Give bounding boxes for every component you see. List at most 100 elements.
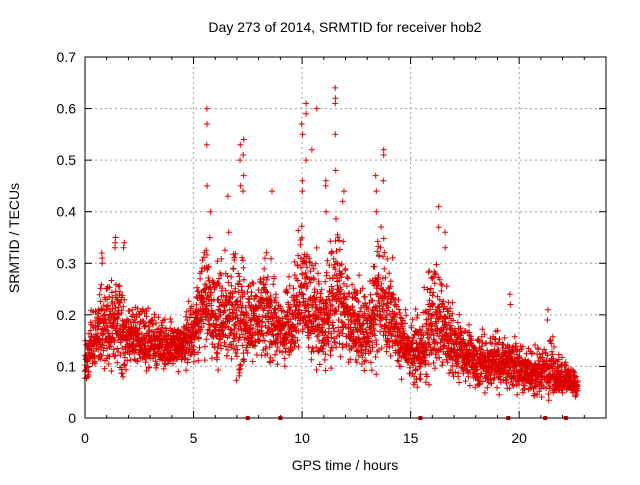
data-point — [506, 291, 513, 298]
data-point — [287, 316, 294, 323]
data-point — [298, 234, 305, 241]
data-point — [96, 291, 103, 298]
data-point — [263, 276, 270, 283]
data-point — [188, 303, 195, 310]
data-point — [422, 340, 429, 347]
data-point — [430, 360, 437, 366]
data-point — [230, 266, 237, 272]
data-point — [207, 208, 214, 215]
data-point — [313, 105, 320, 112]
data-point — [367, 291, 374, 298]
data-point — [103, 303, 110, 310]
data-point — [465, 373, 472, 380]
data-point — [277, 303, 284, 310]
data-point — [339, 330, 346, 337]
data-point — [259, 313, 266, 320]
data-point — [158, 329, 165, 336]
data-point — [429, 292, 436, 299]
data-point — [99, 260, 106, 267]
data-point — [429, 300, 436, 307]
data-point — [124, 357, 131, 364]
data-point — [323, 269, 330, 276]
data-point — [255, 287, 262, 293]
data-point — [235, 270, 242, 277]
data-point — [272, 310, 279, 316]
data-point — [245, 299, 252, 306]
data-point — [332, 100, 339, 107]
data-point — [322, 351, 329, 358]
data-point — [376, 253, 383, 260]
data-point — [291, 272, 298, 279]
data-point — [544, 352, 551, 359]
data-point — [274, 344, 281, 350]
data-point — [494, 384, 501, 391]
data-point — [307, 259, 314, 266]
data-point — [380, 301, 387, 308]
data-point — [482, 340, 489, 347]
data-point — [283, 286, 290, 293]
data-point — [487, 372, 494, 379]
data-point — [241, 358, 247, 365]
data-point — [142, 322, 149, 329]
data-point — [499, 341, 506, 347]
data-point — [332, 84, 339, 91]
data-point — [314, 332, 321, 339]
data-point — [105, 361, 112, 367]
data-point — [203, 141, 210, 148]
y-axis-label: SRMTID / TECUs — [6, 183, 22, 293]
data-point — [362, 357, 369, 364]
data-point — [345, 359, 352, 366]
data-point — [213, 321, 220, 328]
data-point — [329, 303, 336, 309]
data-point — [372, 172, 379, 179]
data-point — [269, 188, 275, 195]
x-tick-label: 0 — [81, 430, 89, 446]
data-point — [218, 272, 225, 278]
data-point — [229, 316, 236, 322]
data-point — [204, 182, 211, 189]
data-point — [395, 296, 402, 303]
data-point — [240, 172, 247, 179]
data-point — [233, 377, 240, 384]
data-point — [120, 373, 127, 380]
data-point — [225, 347, 231, 353]
data-point — [310, 265, 317, 272]
data-point — [99, 255, 106, 262]
data-point — [308, 356, 315, 363]
data-point — [372, 316, 379, 323]
data-point — [435, 224, 442, 231]
data-point — [237, 141, 244, 148]
data-point — [226, 306, 233, 313]
data-point — [203, 105, 210, 112]
data-point — [345, 275, 351, 282]
data-point — [234, 297, 241, 304]
data-point — [241, 291, 248, 297]
data-point — [529, 350, 535, 356]
data-point — [233, 330, 240, 337]
data-point — [322, 299, 329, 306]
data-point — [307, 279, 314, 286]
data-point — [193, 301, 200, 308]
data-point — [538, 394, 545, 400]
data-point — [377, 244, 384, 251]
data-point — [252, 292, 259, 299]
data-point — [199, 294, 206, 301]
data-point — [422, 361, 429, 368]
data-point — [479, 326, 486, 333]
data-point — [304, 283, 311, 290]
data-point — [249, 358, 256, 365]
data-point — [367, 348, 374, 355]
data-point — [248, 289, 255, 296]
data-point — [484, 384, 491, 391]
data-point — [260, 332, 267, 339]
data-point — [97, 298, 104, 305]
data-point — [303, 321, 310, 328]
data-point — [333, 248, 340, 255]
data-point — [115, 349, 122, 355]
data-point — [119, 292, 126, 299]
data-point — [367, 278, 373, 285]
data-point — [378, 224, 385, 230]
data-point — [111, 300, 118, 307]
data-point — [87, 327, 94, 334]
